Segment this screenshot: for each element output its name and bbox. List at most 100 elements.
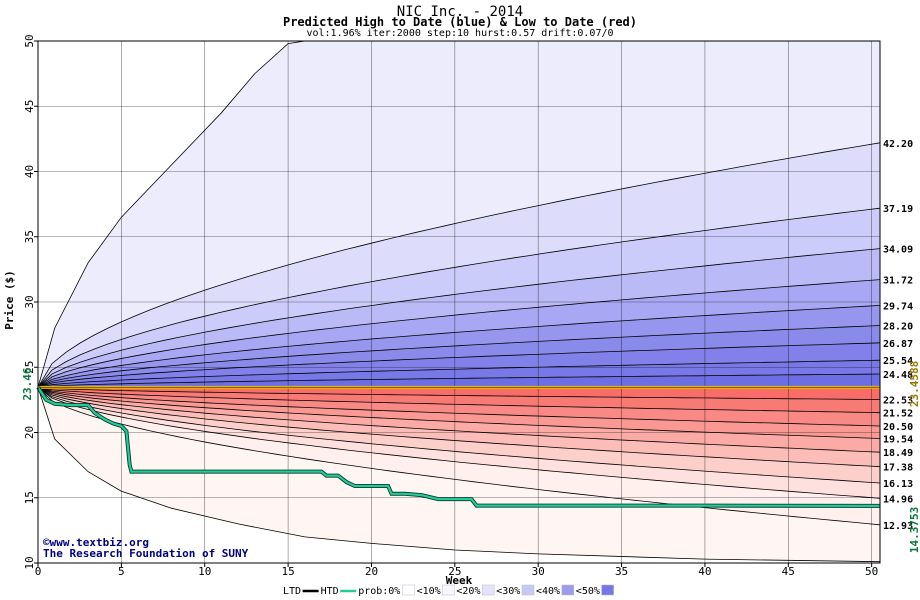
- band-end-label: 37.19: [883, 204, 913, 215]
- x-tick-label: 30: [532, 565, 545, 578]
- legend-color-swatch: [601, 584, 614, 596]
- x-tick-label: 10: [198, 565, 211, 578]
- band-end-label: 17.38: [883, 463, 913, 474]
- band-end-label: 12.93: [883, 521, 913, 532]
- band-end-label: 16.13: [883, 479, 913, 490]
- band-line-16.13: [37, 386, 881, 484]
- band-end-label: 24.48: [883, 370, 913, 381]
- band-end-label: 42.20: [883, 139, 913, 150]
- y-tick-label: 45: [23, 100, 36, 113]
- x-tick-label: 25: [448, 565, 461, 578]
- high-band-42.20: [38, 142, 880, 388]
- band-end-label: 31.72: [883, 276, 913, 287]
- band-line-29.74: [37, 305, 881, 388]
- chart-subtitle: Predicted High to Date (blue) & Low to D…: [282, 15, 637, 29]
- band-line-21.52: [37, 386, 881, 414]
- legend-label: LTD: [283, 586, 301, 597]
- band-line-22.53: [37, 386, 881, 400]
- band-end-label: 19.54: [883, 435, 913, 446]
- legend-color-swatch: [481, 584, 495, 596]
- low-band-18.49: [38, 387, 880, 453]
- band-line-28.20: [37, 325, 881, 388]
- y-tick-label: 20: [23, 426, 36, 439]
- outer-low-band: [38, 387, 880, 562]
- band-line-19.54: [37, 386, 881, 439]
- band-end-label: 29.74: [883, 301, 913, 312]
- y-tick-label: 25: [23, 361, 36, 374]
- x-axis-label: Week: [446, 574, 473, 587]
- band-end-label: 18.49: [883, 448, 913, 459]
- y-tick-label: 40: [23, 165, 36, 178]
- y-axis-label: Price ($): [3, 270, 16, 330]
- legend-color-swatch: [521, 584, 535, 596]
- legend-label: <40%: [536, 586, 560, 597]
- legend-label: prob:0%: [358, 586, 400, 597]
- start-price-label: 23.46: [21, 367, 34, 400]
- y-tick-label: 35: [23, 230, 36, 243]
- high-band-31.72: [38, 279, 880, 388]
- band-line-18.49: [37, 386, 881, 453]
- y-tick-label: 30: [23, 295, 36, 308]
- high-band-34.09: [38, 248, 880, 388]
- x-tick-label: 0: [35, 565, 42, 578]
- htd-value-label: 14.3753: [908, 507, 920, 553]
- current-price-label: 23.4588: [908, 361, 920, 407]
- band-end-labels: 24.48 25.54 26.87 28.20 29.74 31.72 34.09 37.19…: [883, 139, 913, 532]
- outer-high-line: [37, 40, 305, 388]
- band-line-42.20: [37, 142, 881, 388]
- legend-label: <20%: [456, 586, 480, 597]
- low-band-14.96: [38, 387, 880, 499]
- legend-label: <50%: [576, 586, 600, 597]
- x-tick-label: 45: [782, 565, 795, 578]
- x-tick-label: 15: [281, 565, 294, 578]
- low-band-20.50: [38, 387, 880, 426]
- outer-high-band: [38, 41, 880, 388]
- band-end-label: 21.52: [883, 409, 913, 420]
- high-band-37.19: [38, 208, 880, 388]
- legend-label: <10%: [417, 586, 441, 597]
- chart-params: vol:1.96% iter:2000 step:10 hurst:0.57 d…: [306, 28, 614, 39]
- band-end-label: 28.20: [883, 321, 913, 332]
- foundation-text: The Research Foundation of SUNY: [43, 547, 249, 560]
- band-line-17.38: [37, 386, 881, 468]
- y-tick-label: 15: [23, 491, 36, 504]
- x-axis-ticks: 0 5 10 15 20 25 30 35 40 45 50: [35, 563, 878, 578]
- outer-low-line: [37, 387, 881, 563]
- chart-title: NIC Inc. - 2014: [396, 4, 524, 20]
- x-tick-label: 50: [865, 565, 878, 578]
- band-end-label: 22.53: [883, 395, 913, 406]
- band-line-37.19: [37, 207, 881, 388]
- band-line-12.93: [37, 387, 881, 526]
- copyright-text: ©www.textbiz.org: [43, 536, 149, 549]
- band-line-14.96: [37, 386, 881, 499]
- band-end-label: 14.96: [883, 494, 913, 505]
- legend-label: <30%: [496, 586, 520, 597]
- band-line-26.87: [37, 342, 881, 388]
- y-axis-ticks: 10 15 20 25 30 35 40 45 50: [23, 34, 38, 570]
- band-end-label: 34.09: [883, 245, 913, 256]
- low-band-16.13: [38, 387, 880, 483]
- x-tick-label: 5: [118, 565, 125, 578]
- high-band-29.74: [38, 305, 880, 388]
- y-tick-label: 10: [23, 556, 36, 569]
- y-tick-label: 50: [23, 34, 36, 47]
- band-end-label: 26.87: [883, 339, 913, 350]
- high-band-24.48: [38, 374, 880, 388]
- x-tick-label: 20: [365, 565, 378, 578]
- legend: LTD HTD prob:0% <10% <20% <30% <40% <50%: [283, 584, 614, 597]
- x-tick-label: 40: [698, 565, 711, 578]
- legend-color-swatch: [402, 584, 415, 596]
- band-end-label: 25.54: [883, 356, 913, 367]
- x-tick-label: 35: [615, 565, 628, 578]
- low-band-19.54: [38, 387, 880, 439]
- legend-color-swatch: [442, 584, 455, 596]
- band-line-20.50: [37, 386, 881, 427]
- band-end-label: 20.50: [883, 422, 913, 433]
- high-band-28.20: [38, 325, 880, 388]
- high-band-26.87: [38, 342, 880, 388]
- low-band-12.93: [38, 387, 880, 525]
- band-line-34.09: [37, 248, 881, 388]
- band-line-31.72: [37, 279, 881, 388]
- low-band-21.52: [38, 387, 880, 413]
